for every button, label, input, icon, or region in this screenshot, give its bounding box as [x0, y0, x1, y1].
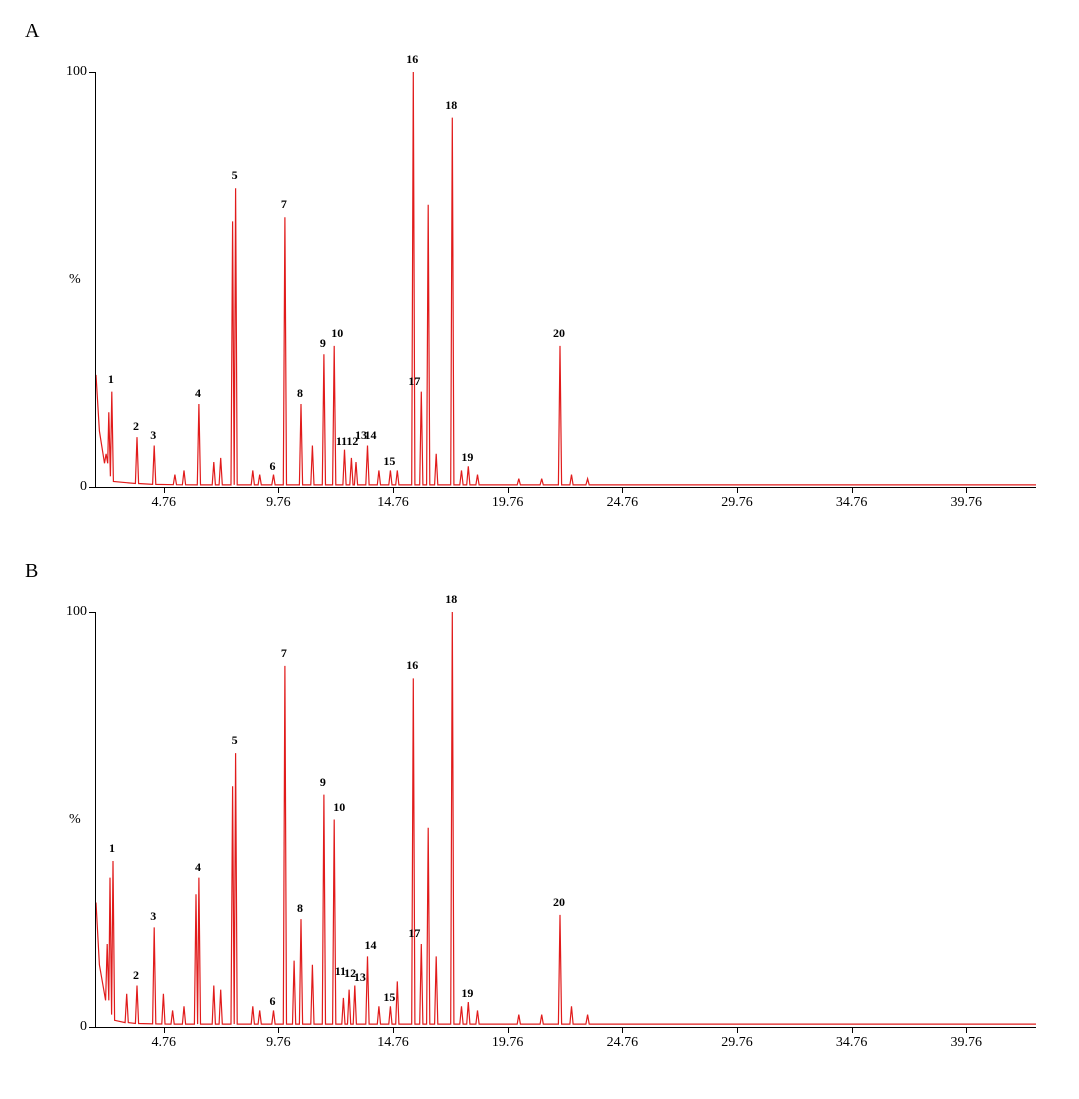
x-tick-label: 19.76 [492, 1035, 524, 1051]
x-tick-label: 14.76 [377, 1035, 409, 1051]
x-tick [966, 1027, 967, 1033]
x-tick-label: 4.76 [152, 1035, 177, 1051]
chromatogram-trace-path [96, 72, 1036, 485]
peak-label: 20 [553, 895, 565, 910]
x-tick [508, 487, 509, 493]
x-tick-label: 39.76 [950, 1035, 982, 1051]
x-tick [278, 487, 279, 493]
peak-label: 3 [150, 428, 156, 443]
x-tick-label: 29.76 [721, 495, 753, 511]
y-tick-label: 100 [61, 604, 87, 620]
y-tick-label: 100 [61, 64, 87, 80]
x-tick-label: 24.76 [607, 1035, 639, 1051]
y-axis-title: % [69, 812, 81, 828]
y-tick [89, 487, 95, 488]
peak-label: 9 [320, 775, 326, 790]
x-tick [508, 1027, 509, 1033]
peak-label: 15 [383, 990, 395, 1005]
peak-label: 18 [445, 592, 457, 607]
y-axis-title: % [69, 272, 81, 288]
peak-label: 16 [406, 52, 418, 67]
peak-label: 1 [109, 841, 115, 856]
x-tick-label: 19.76 [492, 495, 524, 511]
x-tick-label: 39.76 [950, 495, 982, 511]
chromatogram-trace-path [96, 612, 1036, 1024]
panel-label-b: B [25, 560, 38, 583]
x-tick [393, 487, 394, 493]
peak-label: 6 [269, 459, 275, 474]
x-tick [622, 487, 623, 493]
peak-label: 8 [297, 386, 303, 401]
x-tick [278, 1027, 279, 1033]
x-tick [737, 487, 738, 493]
peak-label: 2 [133, 968, 139, 983]
x-tick [966, 487, 967, 493]
peak-label: 2 [133, 419, 139, 434]
chromatogram-b-trace [96, 612, 1036, 1027]
peak-label: 10 [333, 800, 345, 815]
peak-label: 7 [281, 197, 287, 212]
x-tick [852, 487, 853, 493]
x-tick [852, 1027, 853, 1033]
x-tick-label: 29.76 [721, 1035, 753, 1051]
peak-label: 17 [408, 374, 420, 389]
peak-label: 19 [461, 986, 473, 1001]
peak-label: 15 [383, 454, 395, 469]
peak-label: 6 [269, 994, 275, 1009]
x-tick [164, 1027, 165, 1033]
x-tick-label: 4.76 [152, 495, 177, 511]
peak-label: 14 [364, 428, 376, 443]
x-tick-label: 34.76 [836, 1035, 868, 1051]
y-tick [89, 1027, 95, 1028]
chromatogram-a-plot [95, 72, 1036, 488]
x-tick [622, 1027, 623, 1033]
peak-label: 13 [354, 970, 366, 985]
x-tick [737, 1027, 738, 1033]
peak-label: 5 [232, 733, 238, 748]
peak-label: 20 [553, 326, 565, 341]
peak-label: 10 [331, 326, 343, 341]
panel-label-a: A [25, 20, 39, 43]
x-tick-label: 24.76 [607, 495, 639, 511]
peak-label: 16 [406, 658, 418, 673]
y-tick-label: 0 [61, 479, 87, 495]
peak-label: 18 [445, 98, 457, 113]
x-tick-label: 9.76 [266, 495, 291, 511]
peak-label: 19 [461, 450, 473, 465]
peak-label: 14 [364, 938, 376, 953]
chromatogram-b-plot [95, 612, 1036, 1028]
peak-label: 4 [195, 860, 201, 875]
peak-label: 4 [195, 386, 201, 401]
x-tick [393, 1027, 394, 1033]
peak-label: 5 [232, 168, 238, 183]
peak-label: 1 [108, 372, 114, 387]
peak-label: 3 [150, 909, 156, 924]
peak-label: 7 [281, 646, 287, 661]
x-tick-label: 9.76 [266, 1035, 291, 1051]
chromatogram-a-trace [96, 72, 1036, 487]
x-tick-label: 14.76 [377, 495, 409, 511]
y-tick [89, 72, 95, 73]
y-tick-label: 0 [61, 1019, 87, 1035]
x-tick [164, 487, 165, 493]
peak-label: 9 [320, 336, 326, 351]
x-tick-label: 34.76 [836, 495, 868, 511]
page: A B 4.769.7614.7619.7624.7629.7634.7639.… [0, 0, 1079, 1099]
peak-label: 8 [297, 901, 303, 916]
y-tick [89, 612, 95, 613]
peak-label: 17 [408, 926, 420, 941]
